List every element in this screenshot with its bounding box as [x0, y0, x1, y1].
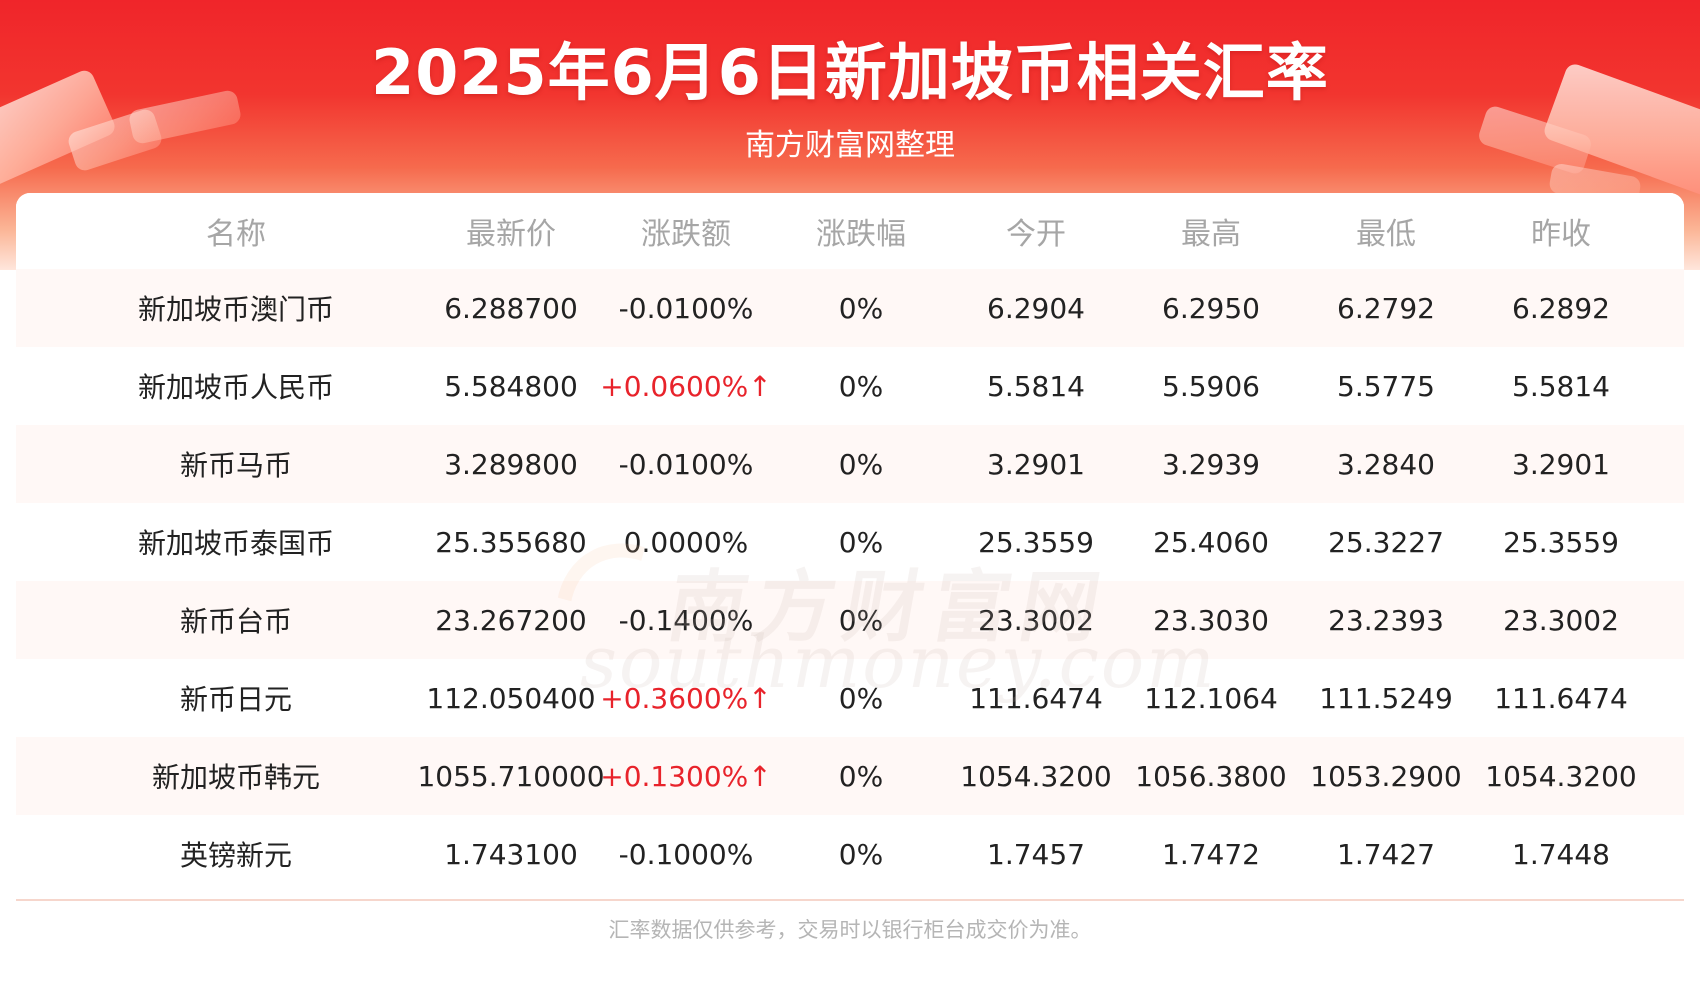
cell-latest: 1055.710000: [417, 759, 605, 793]
table-row: 新加坡币韩元 1055.710000 +0.1300%↑ 0% 1054.3200 105…: [16, 737, 1684, 815]
cell-prev-close: 5.5814: [1512, 369, 1610, 403]
cell-name: 新加坡币韩元: [151, 761, 320, 794]
cell-prev-close: 3.2901: [1512, 447, 1610, 481]
table-row: 新币日元 112.050400 +0.3600%↑ 0% 111.6474 112.106…: [16, 659, 1684, 737]
cell-high: 1.7472: [1162, 837, 1260, 871]
cell-high: 112.1064: [1144, 681, 1278, 715]
page-subtitle: 南方财富网整理: [745, 128, 955, 163]
cell-name: 新币马币: [179, 449, 292, 482]
cell-change: +0.0600%↑: [600, 369, 772, 403]
cell-name: 英镑新元: [179, 839, 292, 872]
cell-name: 新币日元: [179, 683, 292, 716]
cell-latest: 1.743100: [444, 837, 578, 871]
column-header-high: 最高: [1181, 217, 1241, 252]
cell-low: 25.3227: [1328, 525, 1444, 559]
cell-low: 1053.2900: [1310, 759, 1462, 793]
cell-change-pct: 0%: [838, 291, 884, 325]
cell-change-pct: 0%: [838, 681, 884, 715]
cell-prev-close: 25.3559: [1503, 525, 1619, 559]
cell-high: 5.5906: [1162, 369, 1260, 403]
cell-change: -0.0100%: [618, 291, 754, 325]
cell-high: 6.2950: [1162, 291, 1260, 325]
cell-low: 3.2840: [1337, 447, 1435, 481]
exchange-rate-table: 名称 最新价 涨跌额 涨跌幅 今开 最高 最低 昨收 新加坡币澳门币 6.2887…: [16, 193, 1684, 901]
cell-open: 111.6474: [969, 681, 1103, 715]
cell-latest: 112.050400: [426, 681, 596, 715]
cell-high: 1056.3800: [1135, 759, 1287, 793]
column-header-prev-close: 昨收: [1531, 217, 1591, 252]
cell-open: 6.2904: [987, 291, 1085, 325]
cell-low: 1.7427: [1337, 837, 1435, 871]
cell-name: 新币台币: [179, 605, 292, 638]
cell-latest: 3.289800: [444, 447, 578, 481]
column-header-latest: 最新价: [466, 217, 556, 252]
column-header-open: 今开: [1006, 217, 1066, 252]
cell-low: 23.2393: [1328, 603, 1444, 637]
cell-open: 23.3002: [978, 603, 1094, 637]
page-title: 2025年6月6日新加坡币相关汇率: [371, 36, 1329, 109]
disclaimer-footnote: 汇率数据仅供参考，交易时以银行柜台成交价为准。: [608, 918, 1092, 942]
table-row: 新币台币 23.267200 -0.1400% 0% 23.3002 23.3030 23.…: [16, 581, 1684, 659]
cell-change: +0.1300%↑: [600, 759, 772, 793]
cell-open: 25.3559: [978, 525, 1094, 559]
cell-low: 111.5249: [1319, 681, 1453, 715]
table-row: 英镑新元 1.743100 -0.1000% 0% 1.7457 1.7472 1.7427…: [16, 815, 1684, 893]
cell-low: 6.2792: [1337, 291, 1435, 325]
cell-change-pct: 0%: [838, 369, 884, 403]
cell-change-pct: 0%: [838, 759, 884, 793]
cell-change: 0.0000%: [623, 525, 749, 559]
cell-latest: 25.355680: [435, 525, 587, 559]
cell-change: +0.3600%↑: [600, 681, 772, 715]
cell-change: -0.1400%: [618, 603, 754, 637]
cell-prev-close: 1.7448: [1512, 837, 1610, 871]
table-header-row: 名称 最新价 涨跌额 涨跌幅 今开 最高 最低 昨收: [16, 193, 1684, 269]
table-row: 新币马币 3.289800 -0.0100% 0% 3.2901 3.2939 3.2840…: [16, 425, 1684, 503]
cell-open: 5.5814: [987, 369, 1085, 403]
column-header-low: 最低: [1356, 217, 1416, 252]
table-row: 新加坡币人民币 5.584800 +0.0600%↑ 0% 5.5814 5.5906 5.…: [16, 347, 1684, 425]
cell-high: 3.2939: [1162, 447, 1260, 481]
cell-high: 25.4060: [1153, 525, 1269, 559]
cell-change-pct: 0%: [838, 525, 884, 559]
cell-change-pct: 0%: [838, 837, 884, 871]
cell-change-pct: 0%: [838, 603, 884, 637]
cell-high: 23.3030: [1153, 603, 1269, 637]
cell-change-pct: 0%: [838, 447, 884, 481]
cell-prev-close: 6.2892: [1512, 291, 1610, 325]
cell-latest: 6.288700: [444, 291, 578, 325]
cell-prev-close: 1054.3200: [1485, 759, 1637, 793]
cell-open: 3.2901: [987, 447, 1085, 481]
cell-change: -0.1000%: [618, 837, 754, 871]
cell-name: 新加坡币人民币: [137, 371, 334, 404]
cell-low: 5.5775: [1337, 369, 1435, 403]
cell-latest: 23.267200: [435, 603, 587, 637]
cell-change: -0.0100%: [618, 447, 754, 481]
column-header-change-pct: 涨跌幅: [816, 217, 906, 252]
watermark-en: southmoney.com: [580, 620, 1217, 704]
cell-prev-close: 111.6474: [1494, 681, 1628, 715]
cell-open: 1054.3200: [960, 759, 1112, 793]
column-header-change: 涨跌额: [641, 217, 731, 252]
column-header-name: 名称: [206, 217, 266, 252]
cell-name: 新加坡币泰国币: [137, 527, 334, 560]
cell-name: 新加坡币澳门币: [137, 293, 334, 326]
table-row: 新加坡币澳门币 6.288700 -0.0100% 0% 6.2904 6.2950 6.2…: [16, 269, 1684, 347]
cell-open: 1.7457: [987, 837, 1085, 871]
table-row: 新加坡币泰国币 25.355680 0.0000% 0% 25.3559 25.4060 2…: [16, 503, 1684, 581]
cell-prev-close: 23.3002: [1503, 603, 1619, 637]
cell-latest: 5.584800: [444, 369, 578, 403]
